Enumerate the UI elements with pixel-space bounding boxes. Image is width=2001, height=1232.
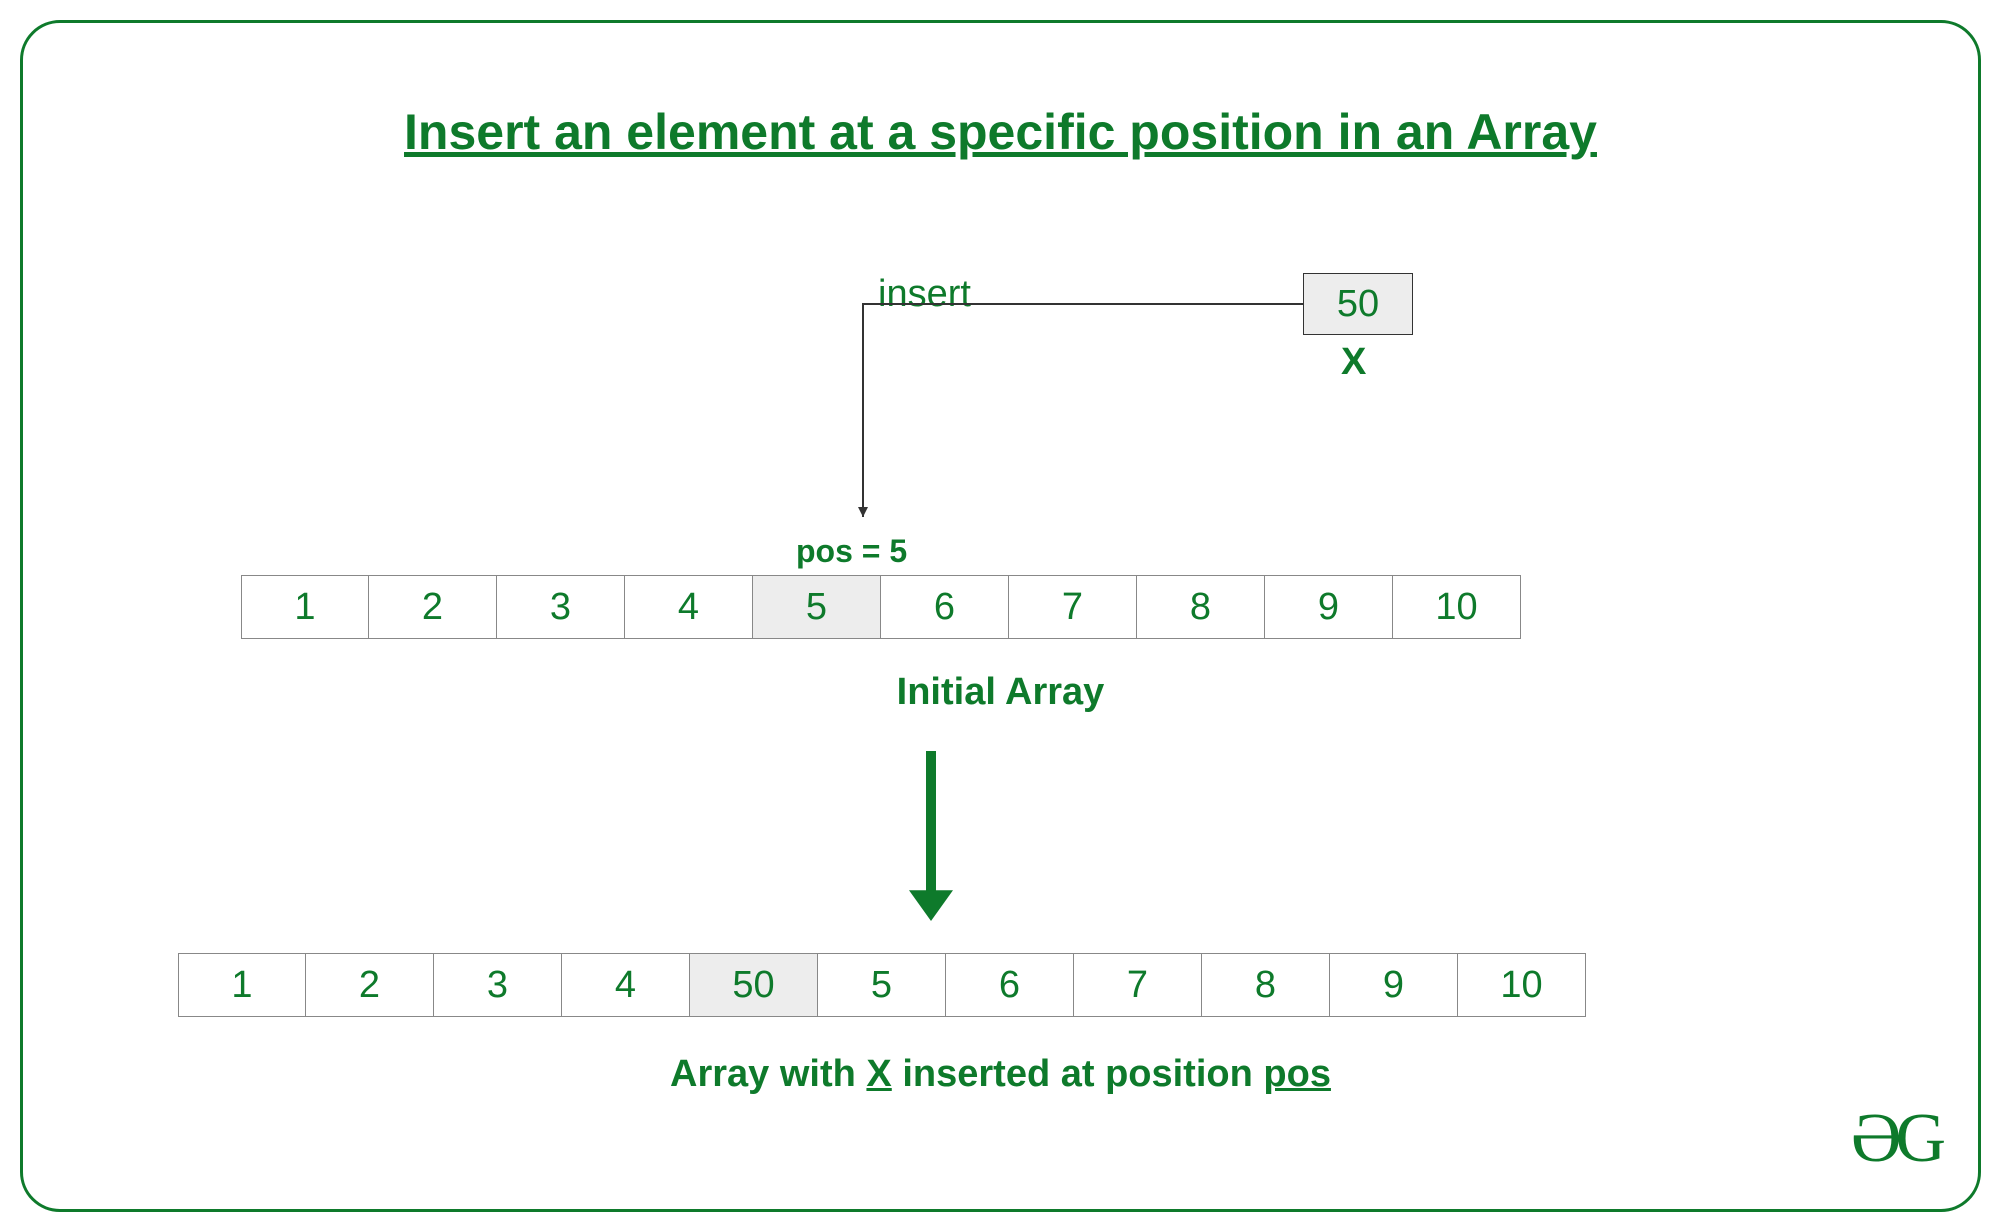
logo-icon: ƏG bbox=[1851, 1099, 1940, 1179]
insert-var-label: X bbox=[1341, 341, 1366, 384]
array-cell: 7 bbox=[1074, 953, 1202, 1017]
caption-var-x: X bbox=[866, 1053, 891, 1095]
diagram-title: Insert an element at a specific position… bbox=[23, 103, 1978, 161]
caption-text-1: Array with bbox=[670, 1053, 866, 1095]
array-cell: 9 bbox=[1265, 575, 1393, 639]
array-cell: 4 bbox=[625, 575, 753, 639]
array-cell: 50 bbox=[690, 953, 818, 1017]
array-cell: 7 bbox=[1009, 575, 1137, 639]
array-cell: 2 bbox=[369, 575, 497, 639]
diagram-frame: Insert an element at a specific position… bbox=[20, 20, 1981, 1212]
array-cell: 6 bbox=[881, 575, 1009, 639]
array-cell: 10 bbox=[1393, 575, 1521, 639]
array-cell: 8 bbox=[1202, 953, 1330, 1017]
initial-array-caption: Initial Array bbox=[23, 671, 1978, 714]
array-cell: 9 bbox=[1330, 953, 1458, 1017]
caption-text-2: inserted at position bbox=[892, 1053, 1264, 1095]
array-cell: 10 bbox=[1458, 953, 1586, 1017]
array-cell: 1 bbox=[241, 575, 369, 639]
array-cell: 2 bbox=[306, 953, 434, 1017]
pos-label: pos = 5 bbox=[796, 533, 907, 570]
array-cell: 8 bbox=[1137, 575, 1265, 639]
array-cell: 4 bbox=[562, 953, 690, 1017]
caption-var-pos: pos bbox=[1263, 1053, 1331, 1095]
array-cell: 1 bbox=[178, 953, 306, 1017]
initial-array: 12345678910 bbox=[241, 575, 1521, 639]
insert-label: insert bbox=[878, 273, 971, 316]
array-cell: 5 bbox=[818, 953, 946, 1017]
array-cell: 6 bbox=[946, 953, 1074, 1017]
insert-value-box: 50 bbox=[1303, 273, 1413, 335]
array-cell: 5 bbox=[753, 575, 881, 639]
result-array: 1234505678910 bbox=[178, 953, 1586, 1017]
array-cell: 3 bbox=[497, 575, 625, 639]
result-array-caption: Array with X inserted at position pos bbox=[23, 1053, 1978, 1096]
array-cell: 3 bbox=[434, 953, 562, 1017]
